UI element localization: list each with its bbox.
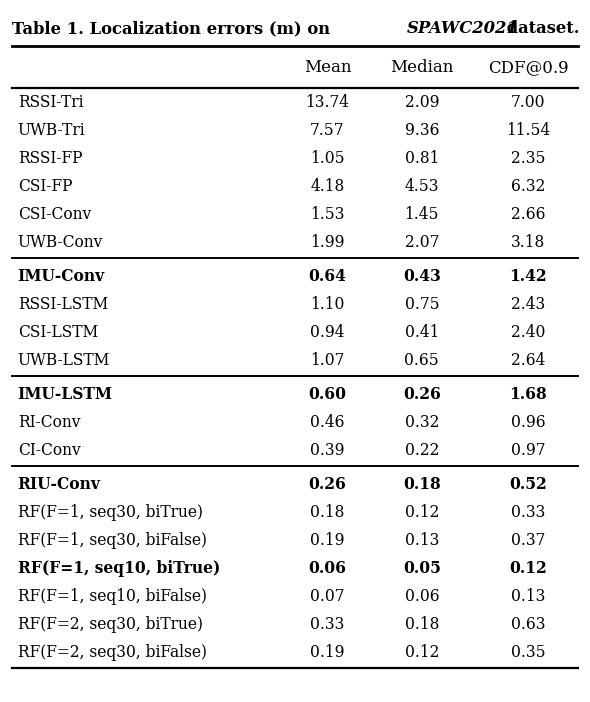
Text: RF(F=1, seq10, biTrue): RF(F=1, seq10, biTrue) <box>18 560 220 577</box>
Text: 2.43: 2.43 <box>511 296 545 313</box>
Text: 0.32: 0.32 <box>405 414 439 431</box>
Text: CSI-FP: CSI-FP <box>18 178 72 195</box>
Text: 4.18: 4.18 <box>310 178 345 195</box>
Text: 7.57: 7.57 <box>310 122 345 139</box>
Text: Table 1. Localization errors (m) on: Table 1. Localization errors (m) on <box>12 20 336 37</box>
Text: 3.18: 3.18 <box>511 234 545 251</box>
Text: 9.36: 9.36 <box>405 122 439 139</box>
Text: 1.68: 1.68 <box>509 386 547 403</box>
Text: RF(F=2, seq30, biTrue): RF(F=2, seq30, biTrue) <box>18 616 203 633</box>
Text: 0.39: 0.39 <box>310 442 345 459</box>
Text: 0.19: 0.19 <box>310 532 345 549</box>
Text: RF(F=2, seq30, biFalse): RF(F=2, seq30, biFalse) <box>18 644 206 661</box>
Text: 0.97: 0.97 <box>511 442 545 459</box>
Text: 2.40: 2.40 <box>511 324 545 341</box>
Text: 0.81: 0.81 <box>405 150 439 167</box>
Text: 0.18: 0.18 <box>403 476 441 493</box>
Text: 0.13: 0.13 <box>405 532 439 549</box>
Text: 0.96: 0.96 <box>511 414 545 431</box>
Text: 0.52: 0.52 <box>509 476 547 493</box>
Text: 2.09: 2.09 <box>405 94 439 111</box>
Text: Median: Median <box>390 60 454 77</box>
Text: 0.35: 0.35 <box>511 644 545 661</box>
Text: RI-Conv: RI-Conv <box>18 414 80 431</box>
Text: 0.12: 0.12 <box>509 560 547 577</box>
Text: RF(F=1, seq30, biFalse): RF(F=1, seq30, biFalse) <box>18 532 206 549</box>
Text: 0.75: 0.75 <box>405 296 439 313</box>
Text: 4.53: 4.53 <box>405 178 439 195</box>
Text: RF(F=1, seq30, biTrue): RF(F=1, seq30, biTrue) <box>18 504 203 521</box>
Text: 0.65: 0.65 <box>405 352 439 369</box>
Text: 2.64: 2.64 <box>511 352 545 369</box>
Text: RF(F=1, seq10, biFalse): RF(F=1, seq10, biFalse) <box>18 588 206 605</box>
Text: 1.99: 1.99 <box>310 234 345 251</box>
Text: 0.26: 0.26 <box>403 386 441 403</box>
Text: 0.12: 0.12 <box>405 504 439 521</box>
Text: 0.60: 0.60 <box>309 386 346 403</box>
Text: Mean: Mean <box>304 60 351 77</box>
Text: CI-Conv: CI-Conv <box>18 442 80 459</box>
Text: RIU-Conv: RIU-Conv <box>18 476 100 493</box>
Text: SPAWC2021: SPAWC2021 <box>407 20 519 37</box>
Text: UWB-Tri: UWB-Tri <box>18 122 86 139</box>
Text: CSI-LSTM: CSI-LSTM <box>18 324 98 341</box>
Text: RSSI-FP: RSSI-FP <box>18 150 82 167</box>
Text: RSSI-LSTM: RSSI-LSTM <box>18 296 108 313</box>
Text: 2.35: 2.35 <box>511 150 545 167</box>
Text: 0.18: 0.18 <box>310 504 345 521</box>
Text: 1.07: 1.07 <box>310 352 345 369</box>
Text: 6.32: 6.32 <box>511 178 545 195</box>
Text: 0.46: 0.46 <box>310 414 345 431</box>
Text: 0.26: 0.26 <box>309 476 346 493</box>
Text: 0.06: 0.06 <box>309 560 346 577</box>
Text: CDF@0.9: CDF@0.9 <box>488 60 568 77</box>
Text: 0.07: 0.07 <box>310 588 345 605</box>
Text: 1.10: 1.10 <box>310 296 345 313</box>
Text: IMU-LSTM: IMU-LSTM <box>18 386 113 403</box>
Text: 0.43: 0.43 <box>403 268 441 285</box>
Text: 1.05: 1.05 <box>310 150 345 167</box>
Text: dataset.: dataset. <box>501 20 579 37</box>
Text: 11.54: 11.54 <box>506 122 550 139</box>
Text: 0.06: 0.06 <box>405 588 439 605</box>
Text: 0.12: 0.12 <box>405 644 439 661</box>
Text: UWB-Conv: UWB-Conv <box>18 234 103 251</box>
Text: UWB-LSTM: UWB-LSTM <box>18 352 110 369</box>
Text: 0.05: 0.05 <box>403 560 441 577</box>
Text: 2.07: 2.07 <box>405 234 439 251</box>
Text: 0.64: 0.64 <box>309 268 346 285</box>
Text: 0.18: 0.18 <box>405 616 439 633</box>
Text: 1.53: 1.53 <box>310 206 345 223</box>
Text: 0.19: 0.19 <box>310 644 345 661</box>
Text: 0.63: 0.63 <box>511 616 545 633</box>
Text: IMU-Conv: IMU-Conv <box>18 268 105 285</box>
Text: 13.74: 13.74 <box>306 94 349 111</box>
Text: 0.33: 0.33 <box>511 504 545 521</box>
Text: 2.66: 2.66 <box>511 206 545 223</box>
Text: 0.41: 0.41 <box>405 324 439 341</box>
Text: 1.42: 1.42 <box>509 268 547 285</box>
Text: 1.45: 1.45 <box>405 206 439 223</box>
Text: 7.00: 7.00 <box>511 94 545 111</box>
Text: 0.37: 0.37 <box>511 532 545 549</box>
Text: 0.33: 0.33 <box>310 616 345 633</box>
Text: 0.13: 0.13 <box>511 588 545 605</box>
Text: 0.94: 0.94 <box>310 324 345 341</box>
Text: RSSI-Tri: RSSI-Tri <box>18 94 83 111</box>
Text: CSI-Conv: CSI-Conv <box>18 206 91 223</box>
Text: 0.22: 0.22 <box>405 442 439 459</box>
